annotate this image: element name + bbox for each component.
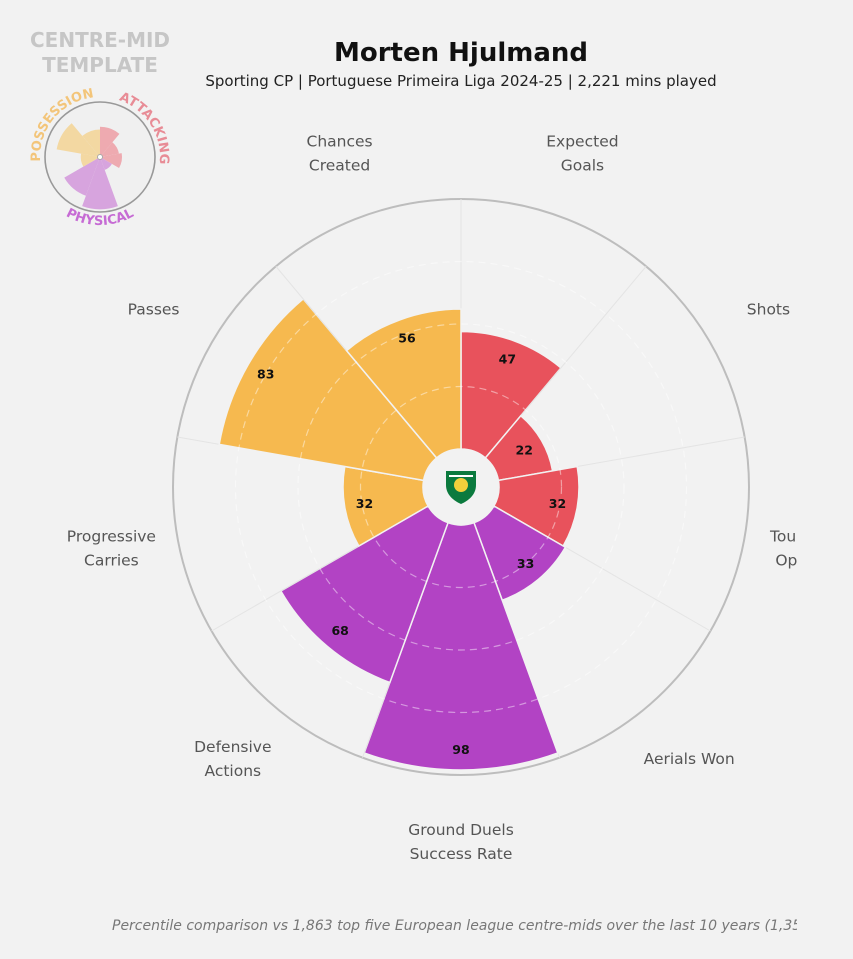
club-logo <box>446 471 476 504</box>
subtitle: Sporting CP | Portuguese Primeira Liga 2… <box>205 72 717 90</box>
template-slice <box>101 153 123 168</box>
pizza-chart: 47 Expected Goals 22 Shots 32 Touches in Opp. B… <box>29 86 797 863</box>
template-slice <box>64 157 100 196</box>
category-label: Expected <box>546 132 618 150</box>
template-slice <box>100 157 112 170</box>
template-slice <box>100 126 120 156</box>
category-label: Aerials Won <box>644 750 735 768</box>
template-center <box>97 154 103 160</box>
value-label: 33 <box>517 556 534 571</box>
category-label: Carries <box>84 552 139 570</box>
crest-lion <box>454 478 468 492</box>
template-group-text: PHYSICAL <box>64 206 136 229</box>
template-slice <box>100 142 119 157</box>
gridline-75 <box>234 260 688 714</box>
template-group-label: PHYSICAL <box>64 206 136 229</box>
category-label: Opp. Box <box>775 552 797 570</box>
category-label: Passes <box>128 301 180 319</box>
category-label: Progressive <box>67 528 156 546</box>
value-label: 32 <box>356 496 373 511</box>
category-label: Created <box>309 156 370 174</box>
value-label: 47 <box>499 352 516 367</box>
value-label: 22 <box>516 443 533 458</box>
category-label: Actions <box>204 762 261 780</box>
category-label: Chances <box>307 132 373 150</box>
chart-canvas: CENTRE-MID TEMPLATE Morten Hjulmand Spor… <box>29 28 797 934</box>
category-label: Goals <box>561 156 604 174</box>
value-label: 68 <box>331 623 348 638</box>
category-label: Success Rate <box>410 845 513 863</box>
category-label: Shots <box>747 301 790 319</box>
category-label: Ground Duels <box>408 821 514 839</box>
template-slice <box>56 123 100 157</box>
value-label: 83 <box>257 366 274 381</box>
category-label: Defensive <box>194 738 271 756</box>
template-title: CENTRE-MID TEMPLATE <box>29 28 171 77</box>
player-name: Morten Hjulmand <box>333 38 589 68</box>
value-label: 56 <box>398 331 416 346</box>
value-label: 98 <box>452 742 469 757</box>
gridline-25 <box>359 385 563 589</box>
slice-chances-created <box>345 308 462 459</box>
template-slice <box>82 129 100 156</box>
category-label: Touches in <box>769 528 797 546</box>
value-label: 32 <box>549 496 566 511</box>
template-slice <box>82 158 118 210</box>
template-slice <box>80 153 99 167</box>
footer-note: Percentile comparison vs 1,863 top five … <box>112 918 797 934</box>
gridline-50 <box>297 323 625 651</box>
